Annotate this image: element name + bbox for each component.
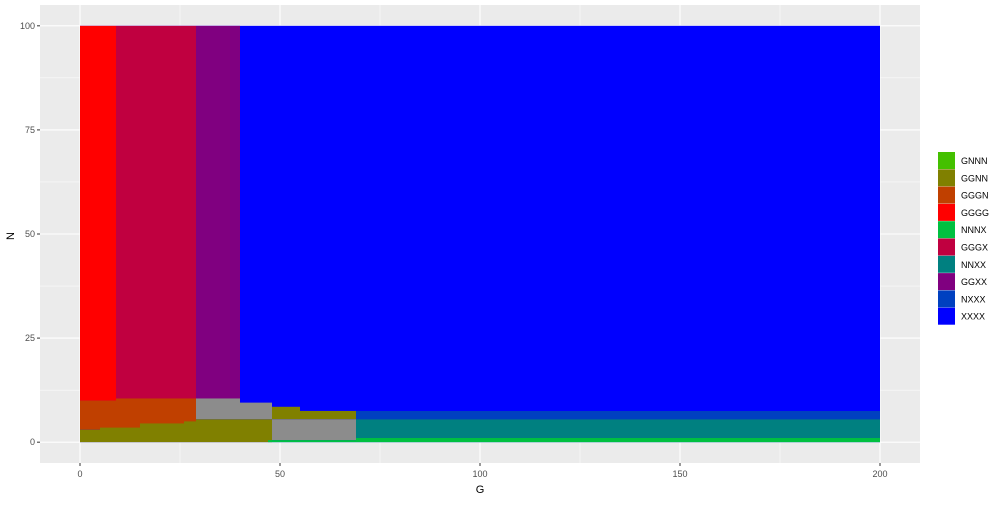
legend-label: GGNN [961, 173, 988, 183]
legend-item: XXXX [938, 307, 985, 325]
legend-key [938, 186, 955, 204]
x-tick-label: 0 [77, 469, 82, 479]
legend-label: GGGX [961, 243, 988, 253]
legend-item: GGGN [938, 186, 989, 204]
legend-label: GGXX [961, 277, 987, 287]
region-nnnx [268, 440, 356, 443]
legend: GNNN GGNN GGGN GGGG NNNX GGGX NNXX GGXX NXXX XXXX [938, 152, 989, 325]
x-tick-label: 50 [275, 469, 285, 479]
legend-key [938, 221, 955, 239]
region-nnnx [356, 438, 880, 443]
x-axis-label: G [476, 484, 485, 496]
y-axis-label: N [5, 232, 17, 240]
region-gggn [80, 400, 116, 430]
legend-key [938, 273, 955, 291]
x-tick-label: 200 [872, 469, 887, 479]
data-regions [80, 25, 880, 443]
region-nxxx [356, 410, 880, 420]
region-ggnn [196, 419, 272, 443]
x-tick-label: 100 [472, 469, 487, 479]
region-gggg [80, 25, 116, 401]
region-ggnn [140, 423, 184, 443]
y-tick-label: 50 [25, 229, 35, 239]
legend-key [938, 238, 955, 256]
legend-label: GGGG [961, 208, 989, 218]
legend-key [938, 203, 955, 221]
legend-label: GGGN [961, 191, 989, 201]
axes: 0 50 100 150 200 0 25 50 75 100 [20, 21, 888, 479]
legend-key [938, 290, 955, 308]
legend-item: GGNN [938, 169, 988, 187]
legend-key [938, 307, 955, 325]
legend-item: NNXX [938, 255, 986, 273]
legend-item: GGXX [938, 273, 987, 291]
legend-label: NNXX [961, 260, 986, 270]
region-ggnn [272, 406, 300, 420]
legend-label: NXXX [961, 294, 986, 304]
legend-label: NNNX [961, 225, 987, 235]
region-unassigned [240, 402, 272, 420]
legend-item: NNNX [938, 221, 987, 239]
legend-key [938, 255, 955, 273]
region-nnxx [356, 419, 880, 439]
x-tick-label: 150 [672, 469, 687, 479]
region-unassigned [272, 419, 356, 441]
region-ggnn [100, 427, 140, 443]
region-ggnn [300, 410, 356, 420]
legend-key [938, 152, 955, 169]
legend-key [938, 169, 955, 187]
legend-label: XXXX [961, 312, 985, 322]
legend-item: NXXX [938, 290, 986, 308]
y-tick-label: 100 [20, 21, 35, 31]
region-ggxx [196, 25, 240, 401]
legend-item: GGGX [938, 238, 988, 256]
y-tick-label: 25 [25, 333, 35, 343]
y-tick-label: 75 [25, 125, 35, 135]
legend-item: GNNN [938, 152, 988, 169]
region-unassigned [196, 398, 240, 420]
region-gggx [116, 25, 196, 401]
legend-label: GNNN [961, 156, 988, 166]
y-tick-label: 0 [30, 437, 35, 447]
region-ggnn [184, 421, 196, 443]
region-ggnn [80, 429, 100, 443]
legend-item: GGGG [938, 203, 989, 221]
